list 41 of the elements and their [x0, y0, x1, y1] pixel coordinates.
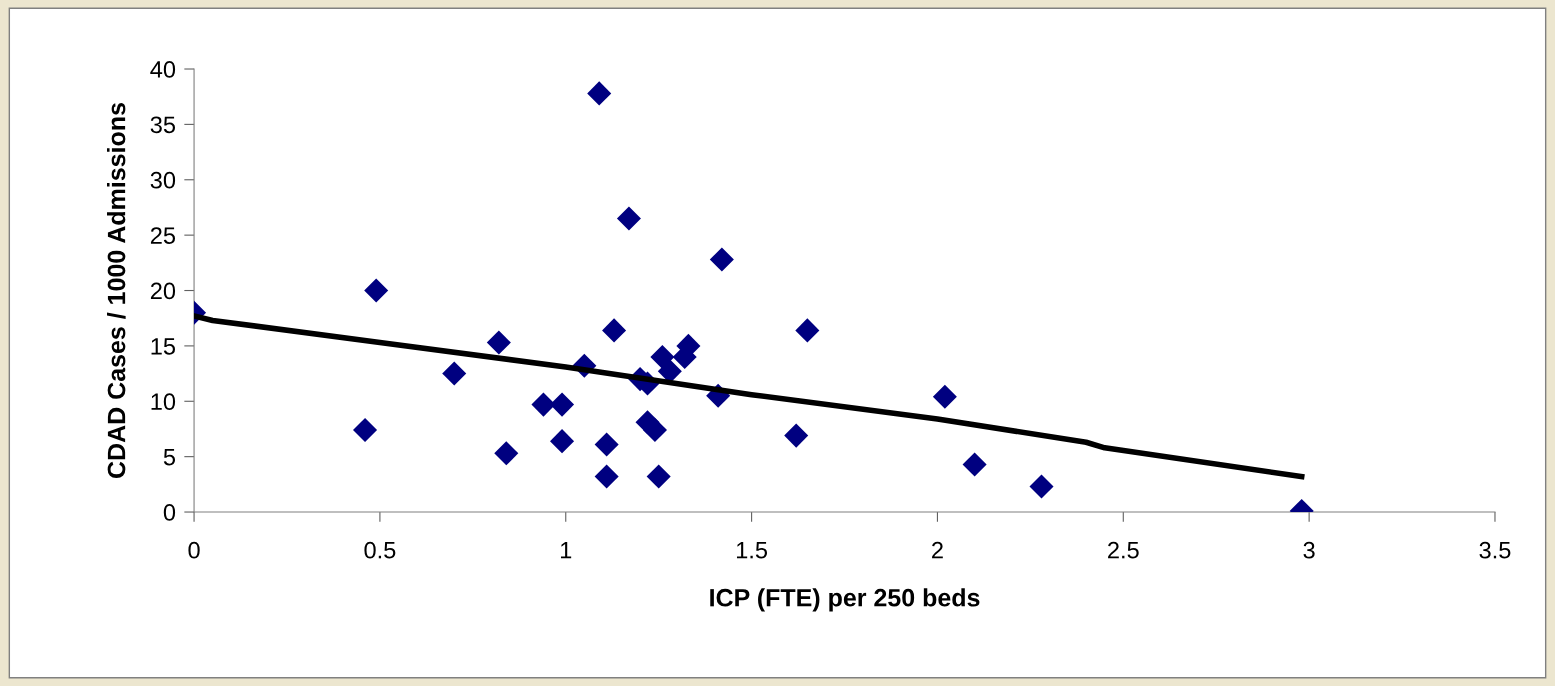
- point: [642, 418, 667, 443]
- point: [650, 344, 675, 369]
- y-tick-label: 0: [163, 504, 176, 521]
- point: [962, 452, 987, 477]
- x-tick-label: 2.5: [1108, 541, 1139, 559]
- point: [364, 278, 389, 303]
- point: [442, 361, 467, 386]
- x-tick-label: 2: [932, 541, 943, 559]
- y-axis-title: CDAD Cases / 1000 Admissions: [107, 103, 126, 478]
- x-axis-title: ICP (FTE) per 250 beds: [710, 588, 980, 612]
- point: [1029, 474, 1054, 499]
- y-tick-label: 25: [150, 227, 176, 244]
- point: [932, 384, 957, 409]
- point: [602, 318, 627, 343]
- point: [784, 423, 809, 448]
- x-tick-label: 0.5: [364, 541, 396, 559]
- point: [709, 247, 734, 272]
- y-tick-label: 30: [150, 171, 176, 189]
- point: [531, 392, 556, 417]
- y-tick-label: 5: [163, 448, 176, 466]
- x-tick-label: 0: [188, 541, 200, 559]
- y-tick-label: 20: [150, 282, 176, 300]
- y-tick-label: 10: [151, 393, 176, 411]
- y-tick-label: 35: [150, 116, 176, 134]
- x-tick-label: 1: [560, 542, 572, 559]
- point: [550, 392, 575, 417]
- point: [494, 441, 519, 466]
- x-tick-label: 1.5: [736, 542, 768, 559]
- point: [486, 330, 511, 355]
- y-tick-label: 15: [151, 338, 176, 355]
- point: [594, 464, 619, 489]
- point: [646, 464, 671, 489]
- y-tick-label: 40: [150, 61, 176, 78]
- point: [550, 429, 575, 454]
- x-tick-label: 3.5: [1479, 541, 1511, 559]
- point: [594, 432, 619, 457]
- point: [795, 318, 820, 343]
- point: [587, 81, 612, 106]
- point: [353, 418, 378, 443]
- x-tick-label: 3: [1303, 541, 1315, 559]
- point: [616, 206, 641, 231]
